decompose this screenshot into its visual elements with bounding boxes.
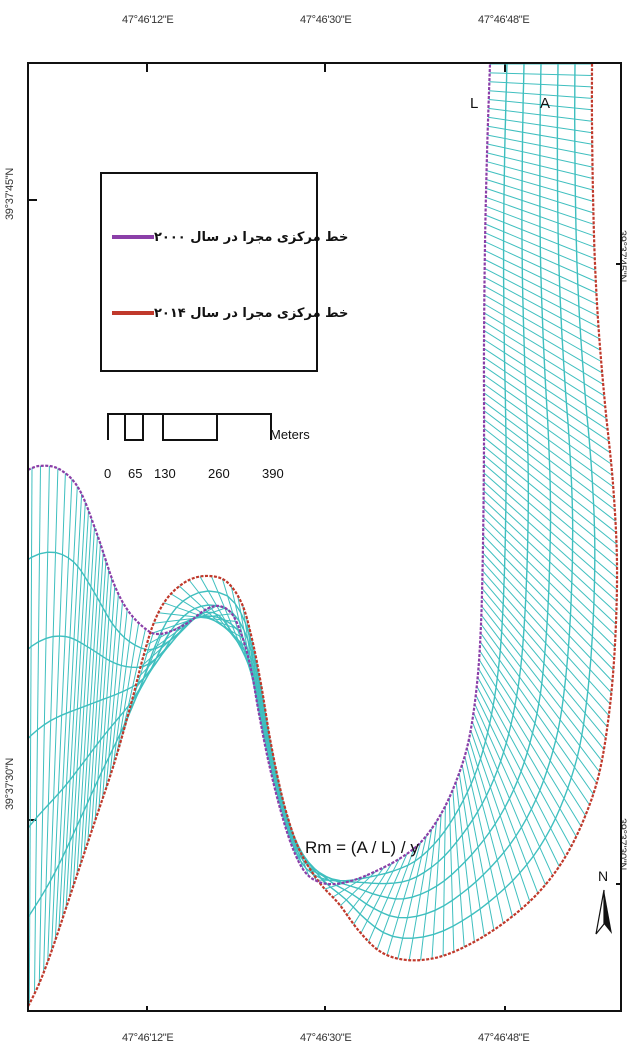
interpolated-centerline bbox=[29, 64, 574, 919]
scale-bar bbox=[107, 413, 272, 441]
transect-lines bbox=[29, 64, 618, 1004]
legend-label-2000: خط مرکزی مجرا در سال ۲۰۰۰ bbox=[154, 229, 349, 245]
legend-item-2000: خط مرکزی مجرا در سال ۲۰۰۰ bbox=[112, 222, 348, 252]
label-a: A bbox=[540, 95, 551, 112]
map-frame bbox=[27, 62, 622, 1012]
coord-top-1: 47°46'12"E bbox=[122, 14, 174, 26]
north-arrow-icon bbox=[595, 889, 612, 935]
interpolated-centerline bbox=[29, 64, 596, 939]
scale-tick-65: 65 bbox=[128, 466, 143, 481]
label-l: L bbox=[470, 95, 479, 112]
scale-tick-130: 130 bbox=[154, 466, 176, 481]
legend-swatch-2000 bbox=[112, 235, 154, 239]
legend-item-2014: خط مرکزی مجرا در سال ۲۰۱۴ bbox=[112, 298, 348, 328]
legend-label-2014: خط مرکزی مجرا در سال ۲۰۱۴ bbox=[154, 305, 349, 321]
sinuosity-formula: Rm = (A / L) / y bbox=[305, 838, 419, 857]
scale-tick-260: 260 bbox=[208, 466, 230, 481]
legend-swatch-2014 bbox=[112, 311, 154, 315]
river-map bbox=[29, 64, 620, 1010]
interpolated-centerline bbox=[29, 64, 508, 882]
scale-tick-0: 0 bbox=[104, 466, 112, 481]
interpolated-centerline bbox=[29, 64, 529, 885]
coord-bottom-3: 47°46'48"E bbox=[478, 1032, 530, 1044]
scale-unit: Meters bbox=[270, 427, 310, 442]
frame-ticks bbox=[29, 64, 620, 1010]
coord-bottom-2: 47°46'30"E bbox=[300, 1032, 352, 1044]
centerline-2014 bbox=[29, 64, 619, 1007]
coord-top-2: 47°46'30"E bbox=[300, 14, 352, 26]
legend: خط مرکزی مجرا در سال ۲۰۰۰ خط مرکزی مجرا … bbox=[100, 172, 348, 372]
coord-bottom-1: 47°46'12"E bbox=[122, 1032, 174, 1044]
coord-top-3: 47°46'48"E bbox=[478, 14, 530, 26]
centerline-2000 bbox=[29, 64, 492, 886]
north-label: N bbox=[598, 868, 609, 884]
coord-left-1: 39°37'45"N bbox=[4, 167, 17, 221]
scale-tick-390: 390 bbox=[262, 466, 284, 481]
coord-left-2: 39°37'30"N bbox=[4, 757, 17, 811]
